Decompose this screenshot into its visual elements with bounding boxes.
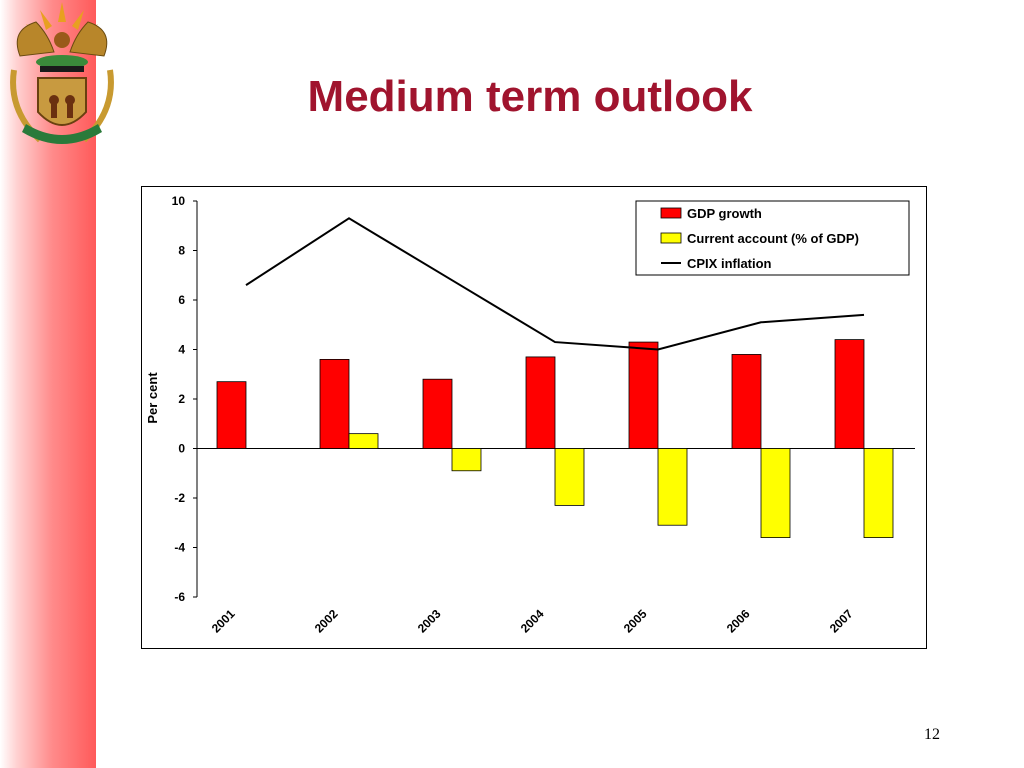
bar-current-account-of-gdp: [657, 448, 688, 526]
coat-of-arms-icon: [10, 2, 114, 144]
y-axis-label: Per cent: [145, 372, 160, 424]
page-number: 12: [924, 726, 940, 743]
bar-gdp-growth: [319, 358, 350, 449]
x-tick-label: 2004: [518, 607, 547, 636]
side-gradient-bar: [0, 0, 96, 768]
bar-gdp-growth: [834, 339, 865, 449]
slide-title: Medium term outlook: [307, 72, 753, 121]
bar-gdp-growth: [628, 341, 659, 449]
bar-current-account-of-gdp: [554, 448, 585, 506]
bar-gdp-growth: [422, 378, 453, 449]
chart-legend: GDP growth Current account (% of GDP) CP…: [635, 200, 910, 276]
legend-label-gdp-growth: GDP growth: [687, 206, 762, 221]
y-tick-label: 4: [178, 343, 185, 357]
legend-label-current-account: Current account (% of GDP): [687, 231, 859, 246]
bar-current-account-of-gdp: [863, 448, 894, 538]
x-tick-label: 2003: [415, 607, 444, 636]
line-cpix-inflation: [245, 217, 865, 351]
bar-current-account-of-gdp: [348, 433, 379, 449]
y-tick-label: -2: [174, 491, 185, 505]
x-tick-label: 2002: [312, 607, 341, 636]
x-tick-label: 2007: [827, 607, 856, 636]
bar-current-account-of-gdp: [451, 448, 482, 472]
legend-label-cpix-inflation: CPIX inflation: [687, 256, 772, 271]
bar-current-account-of-gdp: [760, 448, 791, 538]
legend-swatch-current-account: [660, 232, 682, 244]
x-tick-label: 2005: [621, 607, 650, 636]
y-tick-label: 2: [178, 392, 185, 406]
y-tick-label: -6: [174, 590, 185, 604]
y-tick-label: -4: [174, 541, 185, 555]
legend-swatch-gdp-growth: [660, 207, 682, 219]
x-tick-label: 2001: [209, 607, 238, 636]
x-tick-label: 2006: [724, 607, 753, 636]
y-tick-label: 0: [178, 442, 185, 456]
y-tick-label: 10: [172, 194, 186, 208]
bar-gdp-growth: [216, 381, 247, 449]
y-tick-label: 6: [178, 293, 185, 307]
y-tick-label: 8: [178, 244, 185, 258]
bar-gdp-growth: [731, 354, 762, 449]
bar-gdp-growth: [525, 356, 556, 449]
chart: Per cent 10 8 6 4 2 0 -2 -4 -6 2001 2002 2003 2004 20…: [145, 194, 915, 636]
